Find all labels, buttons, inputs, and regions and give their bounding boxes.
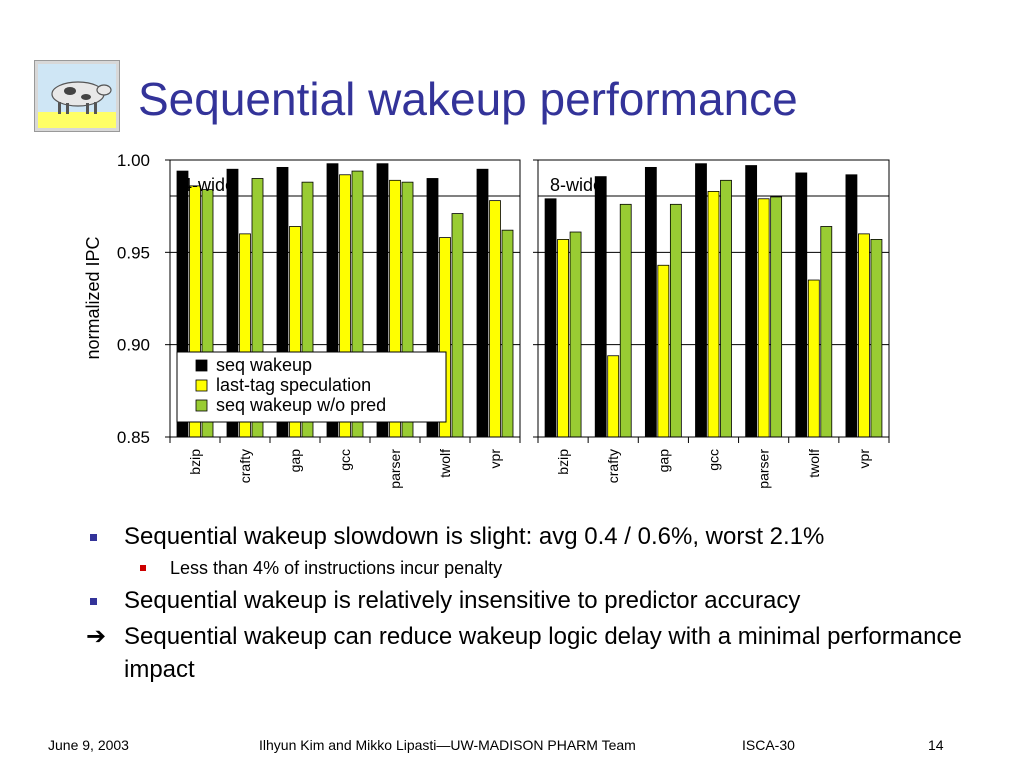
x-tick-label: gcc: [337, 449, 353, 471]
bullet-item: Sequential wakeup slowdown is slight: av…: [86, 522, 986, 552]
legend-label: seq wakeup w/o pred: [216, 395, 386, 415]
bar: [644, 166, 657, 438]
x-tick-label: twolf: [437, 449, 453, 478]
bar: [607, 355, 620, 438]
legend-label: last-tag speculation: [216, 375, 371, 395]
page-title: Sequential wakeup performance: [138, 73, 798, 125]
bar: [594, 176, 607, 438]
bar: [807, 279, 820, 438]
sub-bullet-square-icon: [140, 565, 146, 571]
bullet-item: Sequential wakeup is relatively insensit…: [86, 586, 986, 616]
chart-bars: [176, 163, 883, 438]
conclusion-item: ➔ Sequential wakeup can reduce wakeup lo…: [86, 620, 966, 686]
legend-swatch: [195, 399, 208, 412]
bullet-text: Sequential wakeup is relatively insensit…: [124, 587, 801, 614]
bar: [795, 172, 808, 438]
footer-date: June 9, 2003: [48, 737, 129, 753]
y-tick-label: 0.95: [117, 243, 150, 262]
bar: [757, 198, 770, 438]
x-tick-label: crafty: [237, 449, 253, 483]
x-tick-label: bzip: [187, 449, 203, 475]
x-tick-label: gap: [287, 449, 303, 473]
x-tick-label: twolf: [806, 449, 822, 478]
bullet-square-icon: [90, 598, 97, 605]
bar: [619, 203, 632, 438]
right-arrow-icon: ➔: [86, 622, 107, 650]
bar: [501, 229, 514, 438]
bar: [557, 239, 569, 438]
bar: [745, 165, 758, 438]
x-tick-label: gcc: [706, 449, 722, 471]
bar: [569, 231, 582, 438]
bar: [870, 239, 883, 438]
bar: [858, 233, 870, 438]
footer-authors: Ilhyun Kim and Mikko Lipasti—UW-MADISON …: [259, 737, 636, 753]
panel-frame: [169, 159, 521, 438]
footer-page-number: 14: [928, 737, 944, 753]
bullet-square-icon: [90, 534, 97, 541]
bar: [451, 213, 464, 438]
x-tick-label: gap: [655, 449, 671, 473]
bar: [770, 196, 783, 438]
y-tick-label: 1.00: [117, 151, 150, 170]
x-tick-label: crafty: [605, 449, 621, 483]
legend-swatch: [195, 359, 208, 372]
y-tick-label: 0.85: [117, 428, 150, 447]
chart-frame: [165, 159, 890, 443]
x-tick-label: bzip: [555, 449, 571, 475]
legend-box: [176, 351, 447, 423]
panel-title: 4-wide: [182, 175, 235, 195]
bar: [720, 179, 732, 438]
panel-title: 8-wide: [550, 175, 603, 195]
legend-label: seq wakeup: [216, 355, 312, 375]
bar: [657, 264, 670, 438]
bar: [669, 203, 682, 438]
chart-labels: 4-wide bzip crafty gap gcc parser twolf vpr 8-wi…: [83, 151, 872, 489]
bar: [544, 198, 557, 438]
bar: [489, 200, 501, 438]
bar: [707, 190, 720, 438]
x-tick-label: parser: [756, 449, 772, 489]
cow-logo-icon: [34, 60, 120, 132]
x-tick-label: vpr: [487, 449, 503, 469]
bar: [820, 226, 833, 438]
footer-venue: ISCA-30: [742, 737, 795, 753]
bar: [695, 163, 707, 438]
bullet-list: Sequential wakeup slowdown is slight: av…: [86, 522, 986, 686]
conclusion-text: Sequential wakeup can reduce wakeup logi…: [124, 623, 962, 683]
sub-bullet-item: Less than 4% of instructions incur penal…: [86, 556, 986, 580]
bar: [845, 174, 858, 438]
ipc-bar-chart: 4-wide bzip crafty gap gcc parser twolf vpr 8-wi…: [83, 151, 890, 489]
x-tick-label: parser: [387, 449, 403, 489]
legend-swatch: [195, 379, 208, 392]
panel-frame: [537, 159, 890, 438]
sub-bullet-text: Less than 4% of instructions incur penal…: [170, 558, 503, 578]
x-tick-label: vpr: [856, 449, 872, 469]
y-axis-label: normalized IPC: [83, 236, 103, 359]
y-tick-label: 0.90: [117, 336, 150, 355]
bar: [476, 168, 489, 438]
bullet-text: Sequential wakeup slowdown is slight: av…: [124, 523, 825, 550]
